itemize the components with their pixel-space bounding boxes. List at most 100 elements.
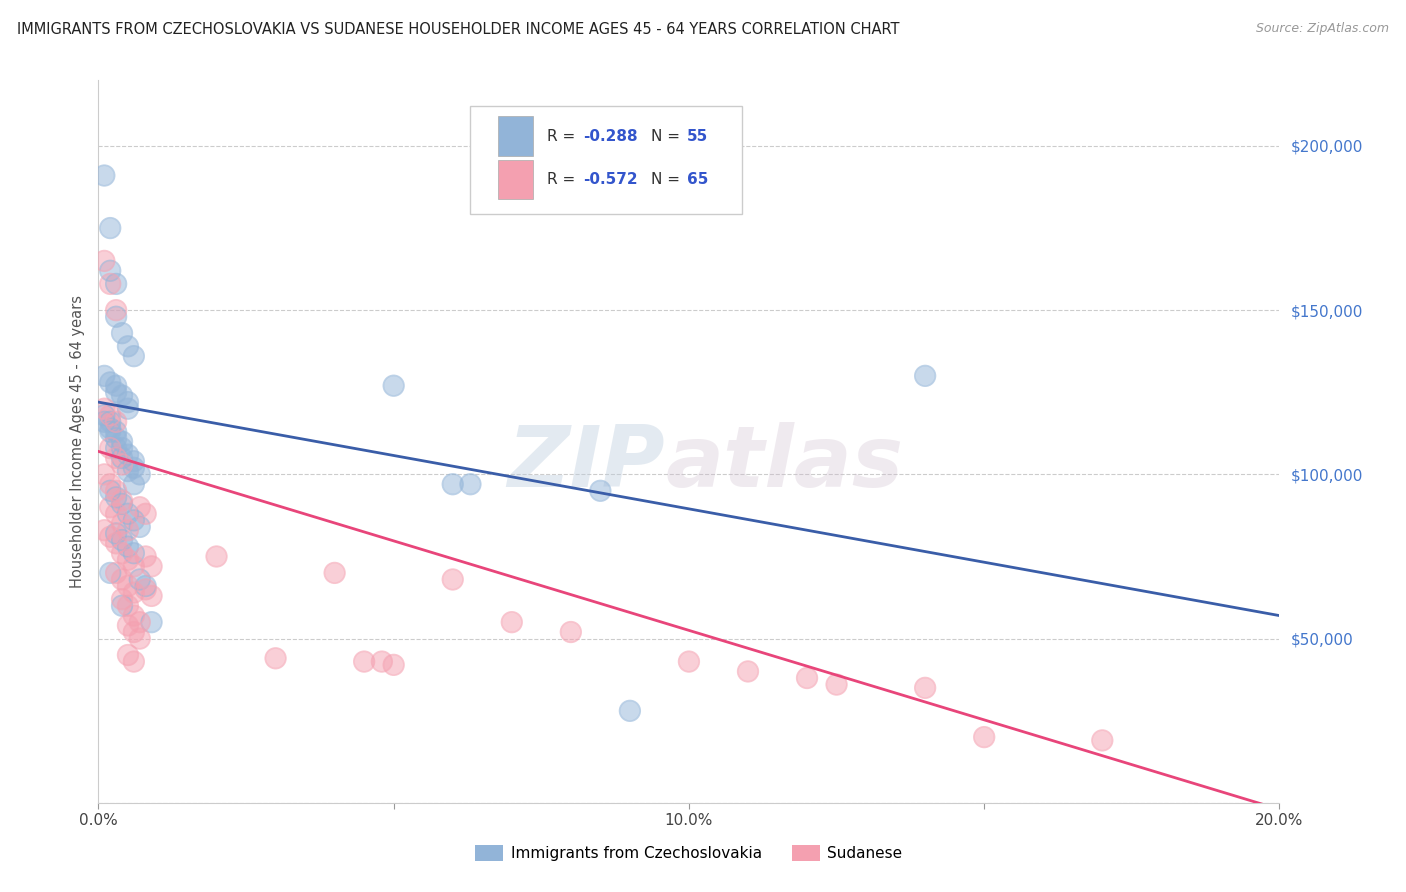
Point [105,526,128,541]
Point [98,221,121,235]
Point [128,573,150,587]
Point [796,671,818,685]
Point [111,533,134,547]
Point [135,507,157,521]
Point [111,546,134,560]
Point [122,655,145,669]
Point [111,599,134,613]
Point [111,450,134,465]
Point [93,523,115,537]
Point [111,592,134,607]
Point [105,425,128,439]
Point [93,409,115,423]
Point [105,526,128,541]
Point [117,540,139,554]
Point [98,483,121,498]
Point [323,566,346,580]
Point [98,566,121,580]
Point [98,415,121,429]
Point [117,464,139,478]
Point [98,483,121,498]
Point [111,493,134,508]
Point [264,651,287,665]
Point [914,681,936,695]
Point [122,585,145,599]
Point [619,704,641,718]
Point [441,573,464,587]
Point [105,507,128,521]
Point [441,477,464,491]
Point [105,491,128,505]
Point [117,395,139,409]
Text: R =: R = [547,172,581,187]
Point [105,483,128,498]
Point [111,546,134,560]
Text: Source: ZipAtlas.com: Source: ZipAtlas.com [1256,22,1389,36]
Text: N =: N = [651,128,685,144]
Point [117,339,139,353]
Point [111,458,134,472]
Point [98,415,121,429]
Point [111,441,134,455]
Point [117,579,139,593]
Point [98,530,121,544]
Text: R =: R = [547,128,581,144]
Point [264,651,287,665]
Text: N =: N = [651,172,685,187]
Point [111,326,134,341]
Point [117,401,139,416]
Point [737,665,759,679]
Point [501,615,523,630]
Point [93,253,115,268]
Point [105,536,128,550]
Point [135,549,157,564]
Text: -0.288: -0.288 [582,128,637,144]
Point [122,460,145,475]
Point [128,467,150,482]
Point [973,730,995,744]
Point [205,549,228,564]
Point [105,441,128,455]
Point [135,582,157,597]
Point [117,553,139,567]
Point [117,599,139,613]
Point [122,477,145,491]
Point [93,368,115,383]
Point [105,450,128,465]
Point [105,441,128,455]
Point [619,704,641,718]
Point [111,573,134,587]
Point [122,454,145,468]
Point [128,520,150,534]
Point [98,500,121,515]
Point [93,415,115,429]
Point [353,655,375,669]
Point [93,253,115,268]
Point [825,677,848,691]
Point [371,655,394,669]
Point [141,615,163,630]
Point [560,625,582,640]
Text: ZIP: ZIP [508,422,665,505]
Point [93,401,115,416]
Point [122,559,145,574]
Point [128,615,150,630]
FancyBboxPatch shape [471,105,742,214]
Point [1091,733,1114,747]
Point [122,513,145,527]
Point [382,378,405,392]
Point [589,483,612,498]
Point [105,415,128,429]
Point [128,520,150,534]
Point [105,566,128,580]
Point [117,648,139,662]
Point [93,415,115,429]
Point [98,221,121,235]
Point [111,458,134,472]
Point [117,395,139,409]
Point [122,460,145,475]
Point [560,625,582,640]
Point [105,566,128,580]
Point [98,376,121,390]
Point [117,401,139,416]
